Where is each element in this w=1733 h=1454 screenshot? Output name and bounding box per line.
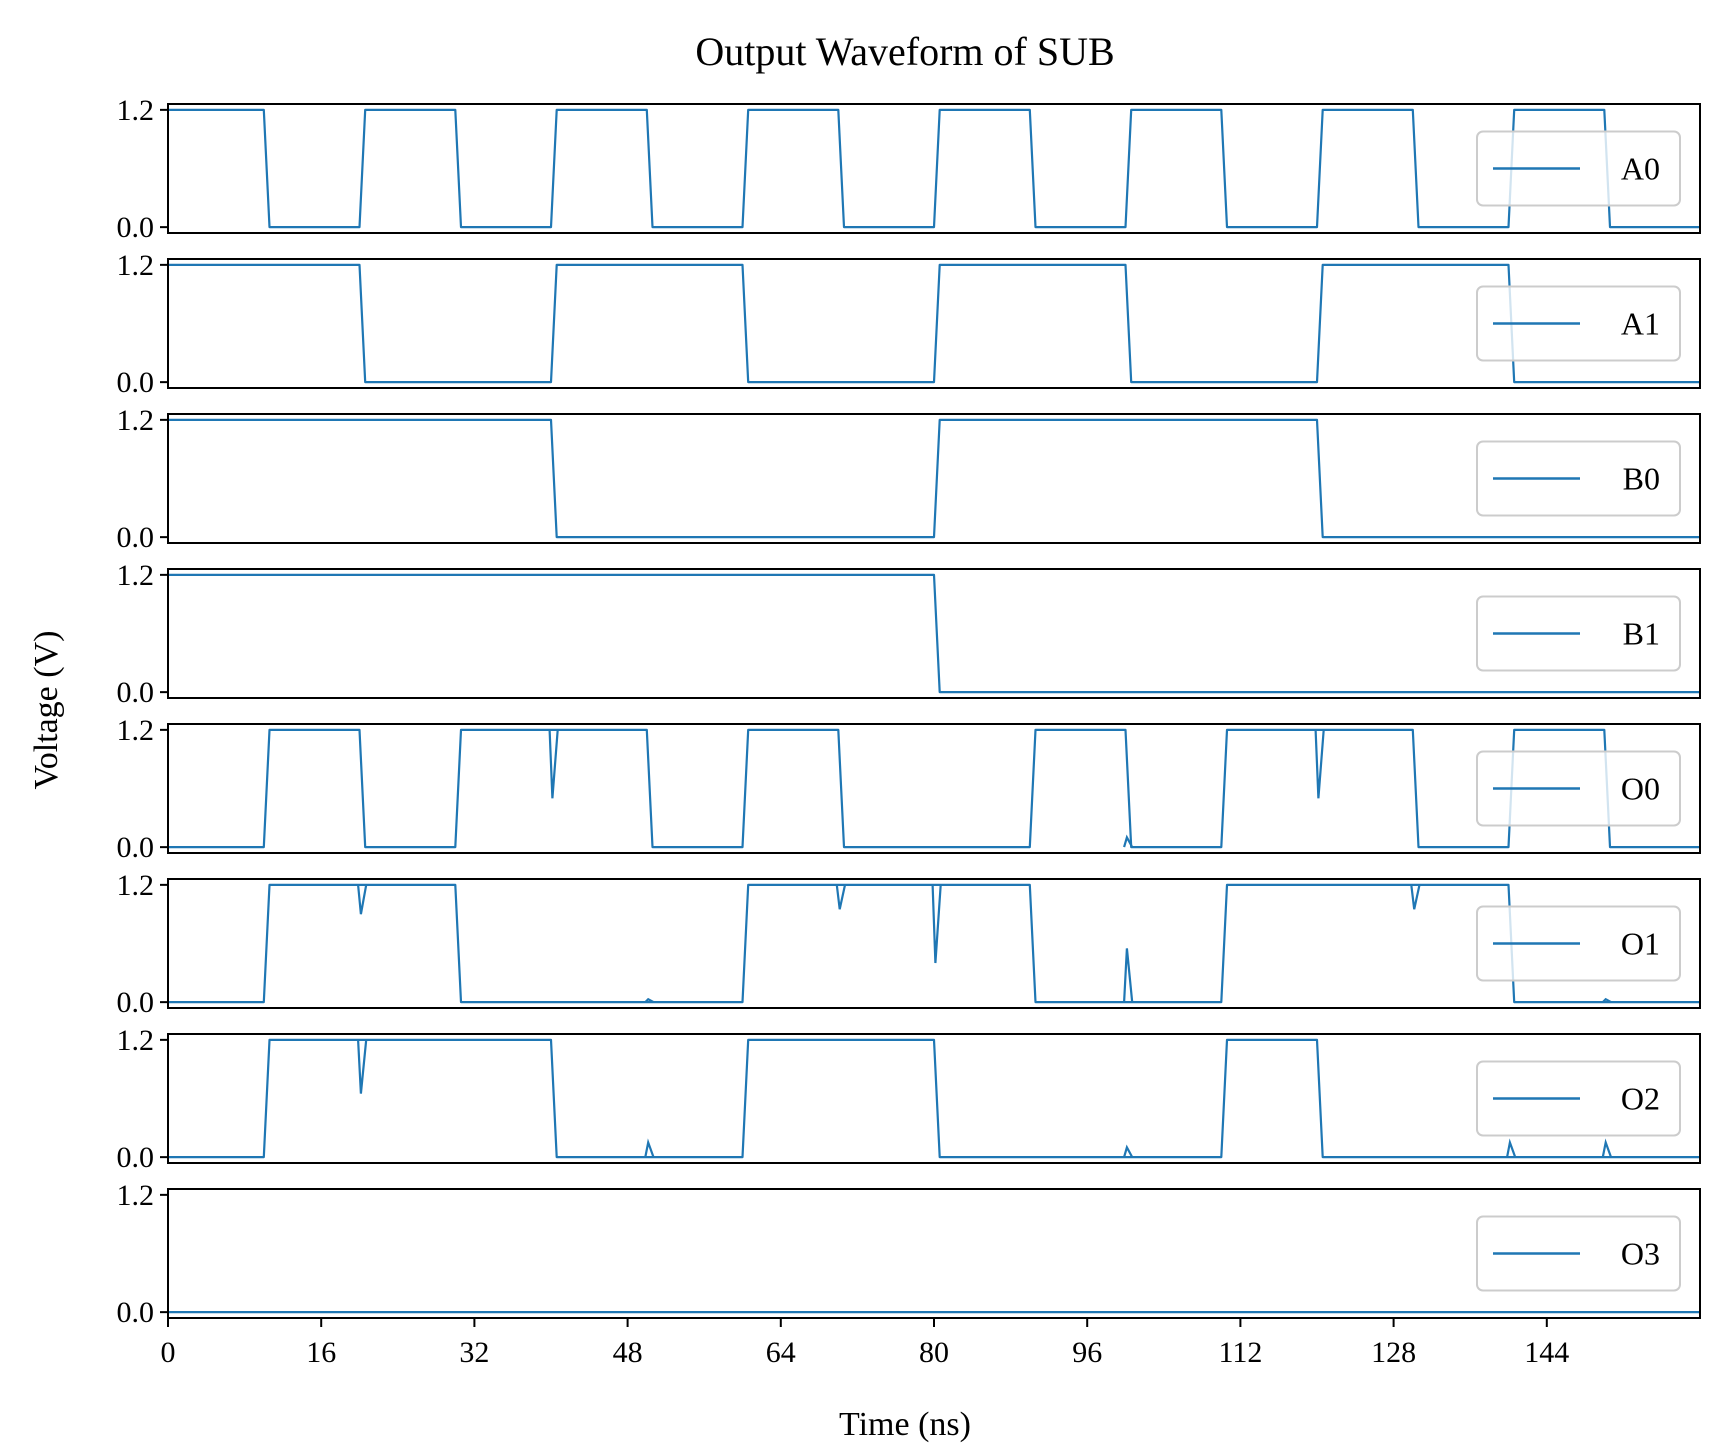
glitch-o1-0 — [357, 884, 368, 915]
y-tick-label: 0.0 — [117, 831, 155, 864]
glitch-o1-1 — [835, 884, 847, 910]
glitch-o2-2 — [1123, 1144, 1134, 1158]
panel-frame — [167, 103, 1701, 234]
chart-title: Output Waveform of SUB — [695, 29, 1114, 74]
glitch-o2-1 — [644, 1138, 655, 1158]
x-tick-label: 48 — [613, 1336, 643, 1369]
y-tick-label: 1.2 — [117, 714, 155, 747]
x-tick-label: 16 — [306, 1336, 336, 1369]
x-tick-label: 96 — [1072, 1336, 1102, 1369]
y-tick-label: 0.0 — [117, 521, 155, 554]
panel-a0: 0.0 1.2 A0 — [117, 94, 1701, 244]
y-tick-label: 0.0 — [117, 986, 155, 1019]
glitch-o1-6 — [1602, 997, 1612, 1004]
panels: 0.0 1.2 A0 0.0 1.2 A1 0.0 1.2 B0 0.0 1.2 B1 0.0 1.2 O0… — [117, 94, 1701, 1329]
glitch-o1-3 — [1123, 948, 1134, 1003]
y-tick-label: 0.0 — [117, 211, 155, 244]
y-tick-label: 1.2 — [117, 1179, 155, 1212]
x-tick-label: 0 — [161, 1336, 176, 1369]
panel-o0: 0.0 1.2 O0 — [117, 714, 1701, 864]
panel-frame — [167, 258, 1701, 389]
glitch-o1-4 — [1410, 884, 1421, 910]
panel-o3: 0.0 1.2 O3 — [117, 1179, 1701, 1329]
panel-frame — [167, 878, 1701, 1009]
panel-o1: 0.0 1.2 O1 — [117, 869, 1701, 1019]
glitch-o0-1 — [1314, 729, 1325, 799]
panel-b0: 0.0 1.2 B0 — [117, 404, 1701, 554]
glitch-o2-0 — [357, 1039, 368, 1094]
series-line-o0 — [168, 728, 1700, 849]
y-tick-label: 0.0 — [117, 676, 155, 709]
y-tick-label: 1.2 — [117, 869, 155, 902]
y-tick-label: 0.0 — [117, 366, 155, 399]
x-tick-label: 64 — [766, 1336, 796, 1369]
y-tick-label: 0.0 — [117, 1141, 155, 1174]
legend-label: B0 — [1623, 461, 1660, 497]
panel-frame — [167, 1188, 1701, 1319]
panel-b1: 0.0 1.2 B1 — [117, 559, 1701, 709]
glitch-o1-2 — [931, 884, 942, 964]
y-tick-label: 1.2 — [117, 94, 155, 127]
legend-label: O2 — [1621, 1081, 1660, 1117]
x-tick-label: 112 — [1218, 1336, 1262, 1369]
panel-frame — [167, 568, 1701, 699]
series-line-a1 — [168, 263, 1700, 384]
panel-o2: 0.0 1.2 O2 — [117, 1024, 1701, 1174]
legend-label: O0 — [1621, 771, 1660, 807]
x-tick-label: 32 — [459, 1336, 489, 1369]
y-tick-label: 1.2 — [117, 559, 155, 592]
series-line-o2 — [168, 1038, 1700, 1159]
x-axis-label: Time (ns) — [839, 1406, 971, 1443]
x-tick-label: 128 — [1371, 1336, 1416, 1369]
series-line-b0 — [168, 418, 1700, 539]
y-tick-label: 1.2 — [117, 249, 155, 282]
glitch-o0-2 — [1123, 834, 1134, 848]
x-tick-label: 144 — [1524, 1336, 1569, 1369]
panel-a1: 0.0 1.2 A1 — [117, 249, 1701, 399]
glitch-o2-3 — [1506, 1138, 1517, 1158]
legend-label: B1 — [1623, 616, 1660, 652]
panel-frame — [167, 413, 1701, 544]
legend-label: O3 — [1621, 1236, 1660, 1272]
glitch-o2-4 — [1601, 1138, 1613, 1158]
glitch-o1-5 — [644, 997, 655, 1004]
y-tick-label: 1.2 — [117, 1024, 155, 1057]
x-tick-label: 80 — [919, 1336, 949, 1369]
legend-label: O1 — [1621, 926, 1660, 962]
y-tick-label: 1.2 — [117, 404, 155, 437]
series-line-a0 — [168, 108, 1700, 229]
panel-frame — [167, 1033, 1701, 1164]
legend-label: A0 — [1621, 151, 1660, 187]
legend-label: A1 — [1621, 306, 1660, 342]
series-line-b1 — [168, 573, 1700, 694]
panel-frame — [167, 723, 1701, 854]
series-line-o1 — [168, 883, 1700, 1004]
y-tick-label: 0.0 — [117, 1296, 155, 1329]
glitch-o0-0 — [548, 729, 559, 799]
y-axis-label: Voltage (V) — [28, 631, 65, 790]
x-axis: 0 16 32 48 64 80 96 112 128 144 — [161, 1318, 1569, 1369]
